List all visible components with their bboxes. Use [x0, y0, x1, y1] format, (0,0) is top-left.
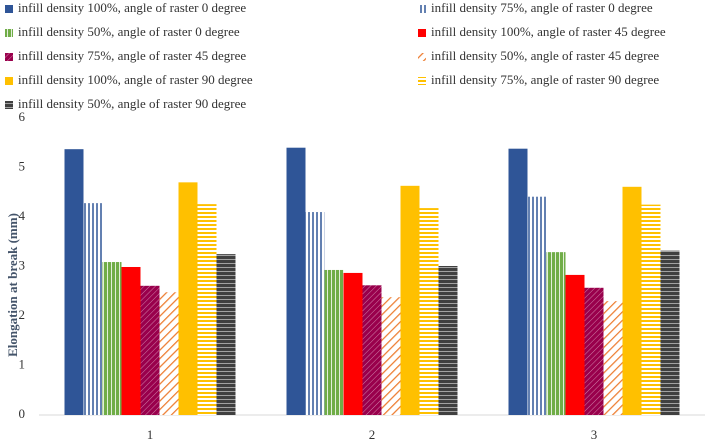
y-axis-label: Elongation at break (mm) — [5, 213, 20, 357]
legend-swatch — [5, 101, 13, 109]
bar — [660, 250, 680, 415]
legend-swatch — [5, 29, 13, 37]
legend-label: infill density 75%, angle of raster 0 de… — [431, 0, 653, 15]
bar — [102, 262, 122, 415]
x-tick-label: 1 — [147, 427, 154, 440]
y-tick-label: 2 — [19, 307, 26, 322]
bar — [546, 252, 566, 415]
bar — [343, 272, 363, 415]
bar — [565, 274, 585, 415]
bar — [216, 254, 236, 415]
legend-label: infill density 100%, angle of raster 90 … — [18, 72, 253, 87]
bar — [140, 285, 160, 415]
legend-swatch — [5, 5, 13, 13]
legend-swatch — [418, 29, 426, 37]
legend-label: infill density 100%, angle of raster 0 d… — [18, 0, 246, 15]
bar — [419, 208, 439, 415]
bar — [527, 196, 547, 415]
x-tick-label: 2 — [369, 427, 376, 440]
legend-swatch — [418, 77, 426, 85]
bar — [159, 292, 179, 415]
bar — [305, 212, 325, 415]
bar — [324, 269, 344, 415]
bar — [197, 204, 217, 415]
y-tick-label: 0 — [19, 406, 26, 421]
legend-swatch — [5, 77, 13, 85]
legend-label: infill density 75%, angle of raster 90 d… — [431, 72, 659, 87]
bar — [64, 149, 84, 415]
legend-swatch — [418, 53, 426, 61]
y-tick-label: 6 — [19, 109, 26, 124]
legend-swatch — [5, 53, 13, 61]
bar — [584, 287, 604, 415]
x-tick-label: 3 — [591, 427, 598, 440]
legend-label: infill density 50%, angle of raster 0 de… — [18, 24, 240, 39]
y-tick-label: 1 — [19, 356, 26, 371]
bar — [83, 203, 103, 415]
bar — [641, 204, 661, 415]
bar — [178, 182, 198, 415]
bar — [121, 266, 141, 415]
bar — [438, 266, 458, 415]
legend-label: infill density 75%, angle of raster 45 d… — [18, 48, 246, 63]
legend-label: infill density 100%, angle of raster 45 … — [431, 24, 666, 39]
y-tick-label: 4 — [19, 208, 26, 223]
bar — [381, 297, 401, 415]
legend-label: infill density 50%, angle of raster 45 d… — [431, 48, 659, 63]
legend-label: infill density 50%, angle of raster 90 d… — [18, 96, 246, 111]
bar — [603, 301, 623, 415]
bar — [286, 147, 306, 415]
bar — [400, 185, 420, 415]
bar — [362, 285, 382, 415]
y-tick-label: 3 — [19, 257, 26, 272]
legend-swatch — [418, 5, 426, 13]
bar — [622, 186, 642, 415]
y-tick-label: 5 — [19, 158, 26, 173]
bar — [508, 148, 528, 415]
